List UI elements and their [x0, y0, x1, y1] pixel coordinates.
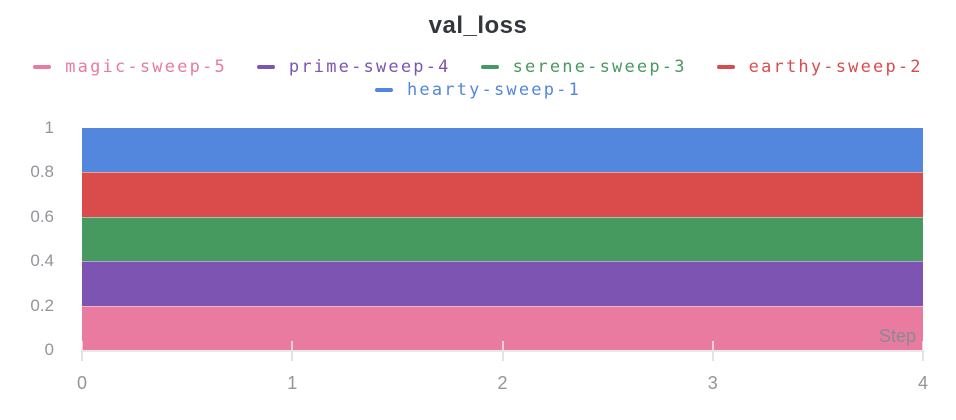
y-tick-label: 1: [44, 118, 54, 137]
x-axis-line: [82, 350, 924, 352]
y-tick-label: 0: [44, 340, 54, 359]
x-tick-label: 4: [917, 373, 929, 393]
y-tick-label: 0.4: [30, 251, 54, 271]
legend-line-icon: [480, 65, 499, 69]
legend-label: hearty-sweep-1: [406, 80, 582, 100]
chart-title: val_loss: [428, 12, 528, 39]
legend-item-serene-sweep-3[interactable]: serene-sweep-3: [480, 57, 687, 77]
area-band-earthy-sweep-2: [82, 172, 923, 217]
area-band-prime-sweep-4: [82, 261, 923, 306]
legend-line-icon: [256, 65, 275, 69]
x-tick-label: 1: [287, 373, 298, 393]
legend-item-earthy-sweep-2[interactable]: earthy-sweep-2: [716, 57, 923, 77]
legend: magic-sweep-5 prime-sweep-4 serene-sweep…: [0, 57, 956, 100]
legend-line-icon: [716, 65, 735, 69]
area-band-magic-sweep-5: [82, 305, 923, 350]
legend-label: earthy-sweep-2: [748, 57, 923, 77]
legend-label: magic-sweep-5: [65, 57, 227, 77]
legend-line-icon: [374, 88, 393, 92]
y-tick-label: 0.2: [30, 295, 54, 315]
x-tick-label: 3: [707, 373, 718, 393]
x-tick-labels: 0 1 2 3 4: [77, 373, 928, 397]
y-tick-label: 0.6: [30, 206, 54, 226]
plot-area[interactable]: Step: [82, 128, 923, 350]
area-band-hearty-sweep-1: [82, 128, 923, 173]
y-tick-label: 0.8: [30, 162, 54, 182]
legend-item-magic-sweep-5[interactable]: magic-sweep-5: [33, 57, 227, 77]
legend-row-2: hearty-sweep-1: [374, 80, 582, 100]
legend-line-icon: [33, 65, 52, 69]
legend-row-1: magic-sweep-5 prime-sweep-4 serene-sweep…: [33, 57, 923, 77]
legend-label: prime-sweep-4: [288, 57, 451, 77]
x-tick-label: 2: [497, 373, 508, 393]
legend-label: serene-sweep-3: [512, 57, 687, 77]
area-band-serene-sweep-3: [82, 216, 923, 262]
legend-item-hearty-sweep-1[interactable]: hearty-sweep-1: [374, 80, 582, 100]
legend-item-prime-sweep-4[interactable]: prime-sweep-4: [256, 57, 451, 77]
x-axis-title: Step: [878, 326, 916, 346]
x-tick-label: 0: [76, 373, 88, 393]
y-axis: 1 0.8 0.6 0.4 0.2 0: [0, 118, 54, 359]
